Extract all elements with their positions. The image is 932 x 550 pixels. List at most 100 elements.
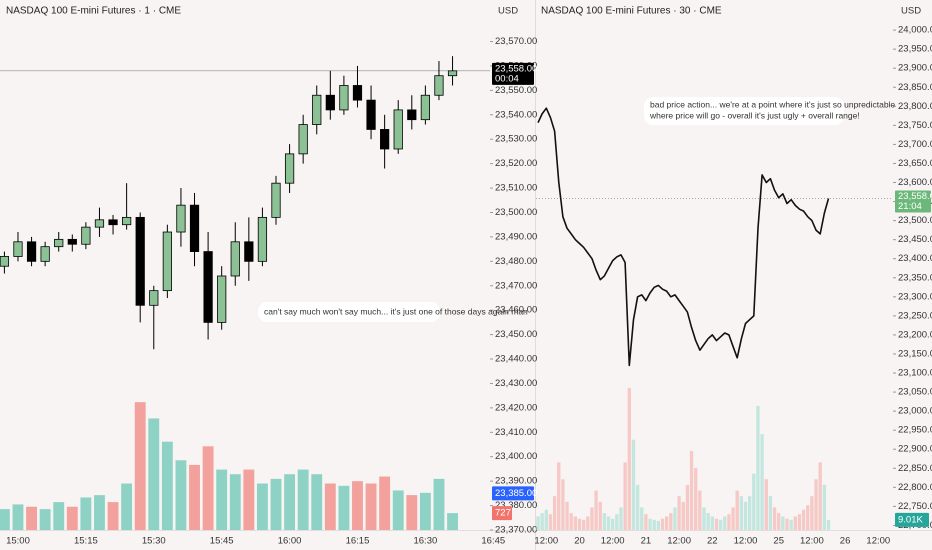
- volume-bar: [202, 446, 214, 530]
- currency-label: USD: [498, 6, 518, 17]
- countdown-label: 21:04: [898, 201, 922, 212]
- volume-bar: [810, 496, 814, 530]
- volume-tag: [492, 506, 512, 521]
- volume-tag-label: 9.01K: [898, 514, 923, 525]
- volume-bar: [12, 504, 24, 530]
- y-tick-label: 23,440.00: [495, 354, 537, 365]
- volume-bar: [39, 509, 51, 530]
- y-tick-label: 24,000.00: [898, 25, 932, 36]
- candle-body: [122, 216, 132, 226]
- chart-title: NASDAQ 100 E-mini Futures · 30 · CME: [541, 6, 722, 17]
- candle-body: [271, 182, 281, 218]
- volume-bar: [270, 478, 282, 530]
- candle-body: [176, 204, 186, 233]
- volume-bar: [311, 474, 323, 530]
- candle-body: [81, 226, 91, 245]
- volume-bar: [107, 502, 119, 530]
- candle-body: [434, 75, 444, 96]
- x-tick-label: 25: [773, 536, 784, 547]
- price-line: [537, 107, 830, 367]
- volume-bar: [735, 490, 739, 530]
- volume-bar: [615, 514, 619, 530]
- volume-bar: [433, 478, 445, 530]
- volume-bar: [590, 507, 594, 530]
- volume-bar: [801, 509, 806, 530]
- y-tick-label: 22,950.00: [898, 425, 932, 436]
- x-tick-label: 20: [574, 536, 585, 547]
- volume-bar: [121, 483, 133, 530]
- annotation-box: [258, 302, 440, 322]
- x-tick-label: 12:00: [866, 536, 890, 547]
- candle-body: [162, 231, 172, 292]
- y-tick-label: 23,300.00: [898, 291, 932, 302]
- volume-bar: [822, 484, 827, 530]
- volume-bar: [739, 496, 744, 530]
- volume-bar: [338, 485, 350, 530]
- volume-bar: [806, 505, 810, 530]
- y-tick-label: 23,200.00: [898, 329, 932, 340]
- price-tag: [895, 190, 931, 213]
- volume-bar: [324, 483, 336, 530]
- y-tick-label: 23,000.00: [898, 406, 932, 417]
- candle-body: [420, 94, 430, 121]
- y-tick-label: 23,510.00: [495, 183, 537, 194]
- volume-bar: [581, 519, 586, 530]
- volume-bar: [752, 473, 756, 530]
- candle-body: [407, 109, 417, 121]
- candle-body: [135, 216, 145, 306]
- volume-bar: [26, 506, 37, 530]
- candle-body: [352, 85, 363, 101]
- volume-bar: [577, 518, 582, 530]
- annotation-text: where price will go - overall it's just …: [649, 110, 860, 120]
- candle-body: [203, 251, 213, 323]
- volume-bar: [606, 516, 611, 530]
- y-tick-label: 23,500.00: [495, 207, 537, 218]
- candle-body: [230, 241, 240, 277]
- volume-bar: [789, 519, 793, 530]
- volume-bar: [664, 516, 669, 530]
- x-tick-label: 15:00: [6, 536, 30, 547]
- y-tick-label: 23,900.00: [898, 63, 932, 74]
- x-tick-label: 15:45: [210, 536, 234, 547]
- volume-bar: [406, 495, 418, 530]
- volume-bar: [648, 518, 652, 530]
- volume-bar: [565, 501, 569, 530]
- volume-bar: [677, 496, 681, 530]
- y-tick-label: 23,800.00: [898, 101, 932, 112]
- y-tick-label: 23,450.00: [898, 234, 932, 245]
- volume-bar: [764, 479, 768, 530]
- volume-bar: [706, 513, 710, 530]
- y-tick-label: 23,650.00: [898, 158, 932, 169]
- x-tick-label: 15:15: [74, 536, 98, 547]
- x-tick-label: 16:00: [278, 536, 302, 547]
- volume-bar: [685, 484, 690, 530]
- candle-body: [312, 94, 322, 125]
- volume-bar: [793, 516, 797, 530]
- currency-label: USD: [901, 6, 921, 17]
- y-tick-label: 23,750.00: [898, 120, 932, 131]
- volume-bar: [760, 434, 764, 530]
- y-tick-label: 23,390.00: [495, 476, 537, 487]
- volume-bar: [148, 418, 160, 530]
- volume-bar: [652, 519, 656, 530]
- candle-body: [189, 204, 200, 252]
- y-tick-label: 23,530.00: [495, 134, 537, 145]
- volume-bar: [781, 516, 785, 530]
- candle-body: [149, 290, 159, 306]
- volume-bar: [297, 469, 309, 530]
- volume-bar: [660, 518, 665, 530]
- candle-body: [94, 219, 105, 228]
- x-tick-label: 12:00: [534, 536, 558, 547]
- y-tick-label: 23,450.00: [495, 329, 537, 340]
- volume-bar: [635, 484, 640, 530]
- x-tick-label: 16:45: [481, 536, 505, 547]
- x-tick-label: 26: [840, 536, 851, 547]
- volume-bar: [714, 518, 719, 530]
- y-tick-label: 23,850.00: [898, 82, 932, 93]
- volume-bar: [718, 519, 723, 530]
- y-tick-label: 23,430.00: [495, 378, 537, 389]
- candle-body: [325, 94, 335, 111]
- candle-body: [40, 246, 50, 262]
